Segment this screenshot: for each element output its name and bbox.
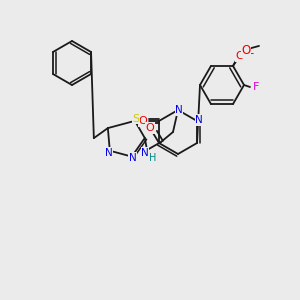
- Text: —: —: [244, 50, 253, 58]
- Text: O: O: [139, 116, 147, 126]
- Text: N: N: [105, 148, 113, 158]
- Text: O: O: [236, 51, 244, 61]
- Text: H: H: [149, 153, 157, 163]
- Text: N: N: [195, 115, 203, 125]
- Text: N: N: [175, 105, 183, 115]
- Text: N: N: [129, 153, 136, 163]
- Text: O: O: [242, 44, 250, 57]
- Text: F: F: [253, 82, 259, 92]
- Text: O: O: [146, 123, 154, 133]
- Text: S: S: [132, 114, 140, 124]
- Text: N: N: [141, 148, 149, 158]
